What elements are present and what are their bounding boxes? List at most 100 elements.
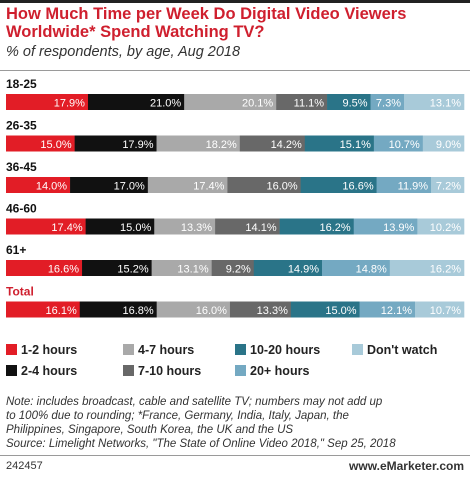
data-label: 15.1% <box>340 139 371 151</box>
data-label: 13.9% <box>383 222 414 234</box>
legend-swatch-don-t-watch <box>352 344 363 355</box>
chart-note: Note: includes broadcast, cable and sate… <box>6 395 466 451</box>
bar-segment <box>373 135 424 152</box>
data-label: 9.5% <box>342 98 367 110</box>
data-label: 12.1% <box>381 305 412 317</box>
data-label: 13.1% <box>430 98 461 110</box>
chart-title: How Much Time per Week Do Digital Video … <box>6 5 407 41</box>
category-label-61: 61+ <box>6 243 26 257</box>
brand-e: e <box>379 459 387 473</box>
data-label: 18.2% <box>206 139 237 151</box>
bar-segment <box>389 260 465 276</box>
data-label: 14.0% <box>36 181 67 193</box>
bar-segment <box>6 177 71 193</box>
category-label-2635: 26-35 <box>6 119 37 133</box>
data-label: 17.9% <box>122 139 153 151</box>
source-line: Source: Limelight Networks, "The State o… <box>6 438 396 450</box>
chart-id: 242457 <box>6 460 43 472</box>
bar-segment <box>85 218 155 235</box>
data-label: 16.6% <box>342 181 373 193</box>
data-label: 16.8% <box>122 305 153 317</box>
category-label-3645: 36-45 <box>6 160 37 174</box>
category-label-total: Total <box>6 285 34 299</box>
data-label: 16.2% <box>320 222 351 234</box>
data-label: 15.2% <box>117 264 148 276</box>
bar-segment <box>417 218 465 235</box>
bar-segment <box>6 135 75 152</box>
data-label: 15.0% <box>40 139 71 151</box>
bar-segment <box>322 260 391 276</box>
bar-segment <box>82 260 152 276</box>
bar-segment <box>376 177 432 193</box>
bar-segment <box>6 218 86 235</box>
bar-segment <box>6 301 81 318</box>
legend-label-don-t-watch: Don't watch <box>367 343 437 357</box>
legend-swatch-2-4-hours <box>6 365 17 376</box>
note-line-2: to 100% due to rounding; *France, German… <box>6 410 349 422</box>
legend-swatch-7-10-hours <box>123 365 134 376</box>
legend-swatch-1-2-hours <box>6 344 17 355</box>
bar-segment <box>276 94 328 110</box>
chart-subtitle: % of respondents, by age, Aug 2018 <box>6 44 241 60</box>
bar-segment <box>184 94 277 110</box>
bar-segment <box>87 94 185 110</box>
data-label: 15.0% <box>325 305 356 317</box>
data-label: 16.6% <box>48 264 79 276</box>
bar-segment <box>353 218 418 235</box>
data-label: 16.0% <box>196 305 227 317</box>
data-label: 17.0% <box>114 181 145 193</box>
bar-segment <box>370 94 405 110</box>
bar-segment <box>74 135 157 152</box>
bar-segment <box>70 177 149 193</box>
bar-segment <box>327 94 371 110</box>
bar-segment <box>229 301 292 318</box>
legend-label-10-20-hours: 10-20 hours <box>250 343 320 357</box>
data-label: 13.1% <box>177 264 208 276</box>
data-label: 21.0% <box>150 98 181 110</box>
bar-segment <box>414 301 465 318</box>
data-label: 7.2% <box>436 181 461 193</box>
data-label: 16.0% <box>266 181 297 193</box>
data-label: 11.1% <box>294 98 325 110</box>
brand-prefix: www. <box>349 459 380 473</box>
bar-segment <box>6 94 89 110</box>
bar-segment <box>404 94 465 110</box>
data-label: 10.7% <box>389 139 420 151</box>
bar-segment <box>6 260 83 276</box>
note-line-3: Philippines, Singapore, South Korea, the… <box>6 424 294 436</box>
data-label: 10.2% <box>430 222 461 234</box>
bar-segment <box>253 260 323 276</box>
data-label: 14.1% <box>245 222 276 234</box>
bar-segment <box>431 177 465 193</box>
category-label-1825: 18-25 <box>6 77 37 91</box>
bar-segment <box>300 177 377 193</box>
legend-swatch-20-hours <box>235 365 246 376</box>
brand-logo[interactable]: www.eMarketer.com <box>349 459 464 473</box>
legend-label-7-10-hours: 7-10 hours <box>138 364 201 378</box>
bar-segment <box>279 218 355 235</box>
bar-segment <box>304 135 375 152</box>
top-rule <box>0 0 470 3</box>
header-divider <box>0 70 470 71</box>
data-label: 13.3% <box>181 222 212 234</box>
brand-suffix: Marketer.com <box>386 459 464 473</box>
bar-segment <box>290 301 360 318</box>
legend-swatch-4-7-hours <box>123 344 134 355</box>
data-label: 17.4% <box>51 222 82 234</box>
data-label: 14.8% <box>356 264 387 276</box>
legend-label-2-4-hours: 2-4 hours <box>21 364 77 378</box>
bar-segment <box>151 260 212 276</box>
legend-label-4-7-hours: 4-7 hours <box>138 343 194 357</box>
bar-segment <box>147 177 228 193</box>
bar-segment <box>156 135 241 152</box>
bar-segment <box>156 301 231 318</box>
stacked-bar-chart: 18-25 17.9% 21.0% 20.1% 11.1% 9.5% 7.3% 13.1% 26… <box>6 77 465 378</box>
data-label: 16.1% <box>46 305 77 317</box>
data-label: 7.3% <box>376 98 401 110</box>
data-label: 16.2% <box>430 264 461 276</box>
bar-segment <box>79 301 157 318</box>
legend-swatch-10-20-hours <box>235 344 246 355</box>
bar-segment <box>359 301 416 318</box>
data-label: 17.9% <box>54 98 85 110</box>
bar-segment <box>239 135 306 152</box>
